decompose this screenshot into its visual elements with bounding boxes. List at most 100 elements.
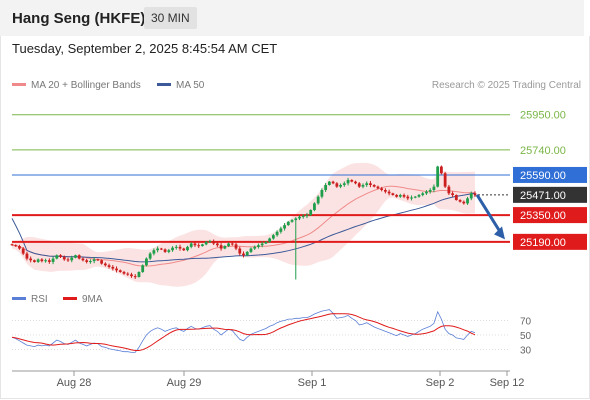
candle-body: [96, 259, 100, 261]
instrument-title: Hang Seng (HKFE): [12, 10, 146, 27]
candle-body: [81, 258, 85, 261]
candle-body: [148, 253, 152, 259]
candle-body: [421, 193, 425, 196]
candle-body: [454, 195, 458, 201]
candle-body: [47, 260, 51, 262]
candle-body: [305, 215, 309, 217]
candle-body: [290, 220, 294, 222]
x-tick-label-1: Aug 29: [167, 377, 202, 389]
candle-body: [186, 246, 189, 251]
candle-body: [372, 184, 376, 187]
candle-body: [275, 231, 279, 236]
legend-bollinger-label: MA 20 + Bollinger Bands: [31, 80, 141, 91]
candle-body: [70, 257, 74, 261]
candle-body: [342, 183, 346, 185]
candle-body: [74, 255, 77, 258]
candle-body: [201, 244, 204, 247]
candle-body: [462, 201, 466, 204]
legend-bollinger: MA 20 + Bollinger Bands: [12, 80, 141, 91]
candle-body: [357, 183, 361, 187]
timeframe-button[interactable]: 30 MIN: [144, 7, 197, 29]
candle-body: [309, 210, 313, 216]
rsi-ma-line: [11, 313, 476, 351]
candle-body: [417, 195, 421, 197]
candle-body: [145, 258, 148, 266]
candle-body: [178, 246, 182, 249]
candle-body: [331, 181, 335, 184]
candle-body: [193, 243, 197, 246]
candle-body: [286, 221, 290, 226]
candle-body: [174, 246, 178, 248]
candle-body: [33, 260, 36, 262]
candle-body: [137, 271, 141, 277]
copyright: Research © 2025 Trading Central: [431, 80, 581, 91]
candle-body: [313, 203, 316, 211]
legend-rsi-ma-label: 9MA: [82, 294, 103, 305]
legend-rsi-label: RSI: [31, 294, 48, 305]
candle-body: [339, 184, 342, 187]
candle-body: [234, 244, 238, 249]
candle-body: [44, 260, 48, 262]
candle-body: [406, 196, 410, 199]
rsi-level-label-30: 30: [520, 346, 532, 357]
rsi-level-label-70: 70: [520, 317, 532, 328]
level-tag-last-3: [513, 186, 587, 203]
candle-body: [59, 255, 62, 257]
candle-body: [350, 179, 354, 182]
candle-body: [410, 197, 413, 199]
candle-body: [432, 186, 436, 190]
candle-body: [398, 195, 402, 197]
level-label-support-4: 25350.00: [520, 210, 566, 222]
candle-body: [204, 241, 208, 245]
candle-body: [447, 186, 451, 194]
candle-body: [118, 270, 122, 272]
title-bar: Hang Seng (HKFE) 30 MIN: [0, 0, 584, 36]
candle-body: [395, 195, 398, 197]
candle-body: [122, 271, 126, 274]
x-tick-label-2: Sep 1: [298, 377, 327, 389]
legend-rsi: RSI: [12, 294, 48, 305]
candle-body: [376, 186, 380, 189]
candle-body: [346, 179, 350, 184]
candle-body: [115, 268, 118, 271]
candle-body: [380, 188, 384, 190]
candle-body: [253, 246, 257, 249]
candle-body: [215, 243, 219, 246]
candle-body: [111, 266, 115, 269]
candle-body: [335, 183, 339, 187]
timestamp: Tuesday, September 2, 2025 8:45:54 AM CE…: [12, 41, 278, 56]
candle-body: [171, 247, 174, 251]
candle-body: [182, 248, 186, 251]
candle-body: [212, 241, 216, 244]
candle-body: [21, 248, 25, 254]
candle-body: [66, 259, 70, 261]
legend-ma50-label: MA 50: [176, 80, 205, 91]
candle-body: [62, 256, 66, 260]
candle-body: [354, 181, 357, 184]
rsi-level-label-50: 50: [520, 331, 532, 342]
candle-body: [167, 250, 171, 252]
candle-body: [159, 248, 163, 250]
x-tick-label-0: Aug 28: [57, 377, 92, 389]
x-tick-label-4: Sep 12: [490, 377, 525, 389]
candle-body: [443, 173, 447, 187]
candle-body: [208, 241, 212, 243]
candle-body: [458, 200, 462, 202]
level-label-resistance-1: 25740.00: [520, 145, 566, 157]
forecast-arrow-head: [494, 226, 505, 240]
candle-body: [77, 255, 81, 259]
candle-body: [249, 248, 253, 252]
ma20-line: [11, 185, 475, 267]
candle-body: [189, 243, 193, 247]
candle-body: [271, 235, 275, 239]
level-label-support-5: 25190.00: [520, 237, 566, 249]
candle-body: [55, 255, 59, 259]
candle-body: [36, 259, 40, 262]
candle-body: [25, 253, 29, 259]
candle-body: [369, 183, 372, 185]
candle-body: [219, 245, 223, 249]
candle-body: [227, 243, 230, 247]
candle-body: [439, 166, 443, 174]
candle-body: [469, 193, 473, 199]
rsi-swatch: [12, 296, 26, 300]
